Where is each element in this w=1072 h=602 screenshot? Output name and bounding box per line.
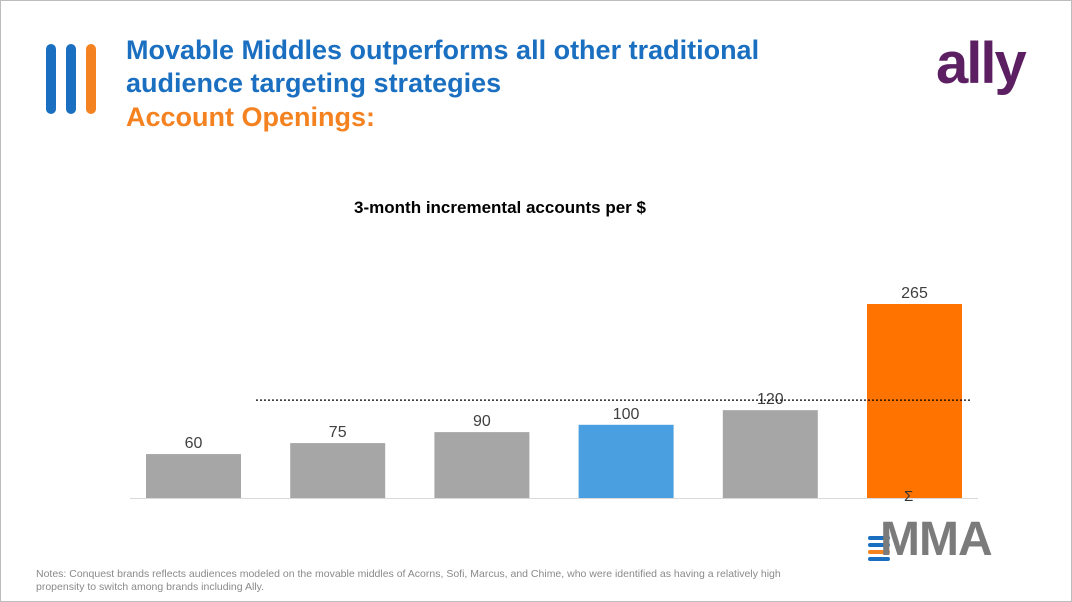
chart-title: 3-month incremental accounts per $ (354, 198, 646, 217)
data-label-6: 265 (901, 285, 928, 302)
brand-bars-icon (46, 44, 106, 116)
footnote: Notes: Conquest brands reflects audience… (36, 568, 781, 593)
bar-4 (578, 424, 674, 498)
slide-subtitle: Account Openings: (126, 102, 375, 132)
data-label-4: 100 (613, 406, 640, 423)
data-label-3: 90 (473, 413, 491, 430)
bar-2 (290, 443, 386, 498)
bar-3 (434, 432, 530, 498)
mma-logo-text: MMA (880, 513, 993, 566)
ally-logo: ally (936, 31, 1027, 96)
bar-6 (867, 304, 962, 498)
data-label-1: 60 (185, 435, 203, 452)
bar-1 (146, 454, 241, 498)
sigma-mark: Σ (904, 488, 914, 505)
slide-title: Movable Middles outperforms all other tr… (126, 35, 760, 98)
data-label-5: 120 (757, 391, 784, 408)
mma-logo: MMA (868, 512, 1038, 572)
data-label-2: 75 (329, 424, 347, 441)
bar-5 (722, 410, 818, 498)
